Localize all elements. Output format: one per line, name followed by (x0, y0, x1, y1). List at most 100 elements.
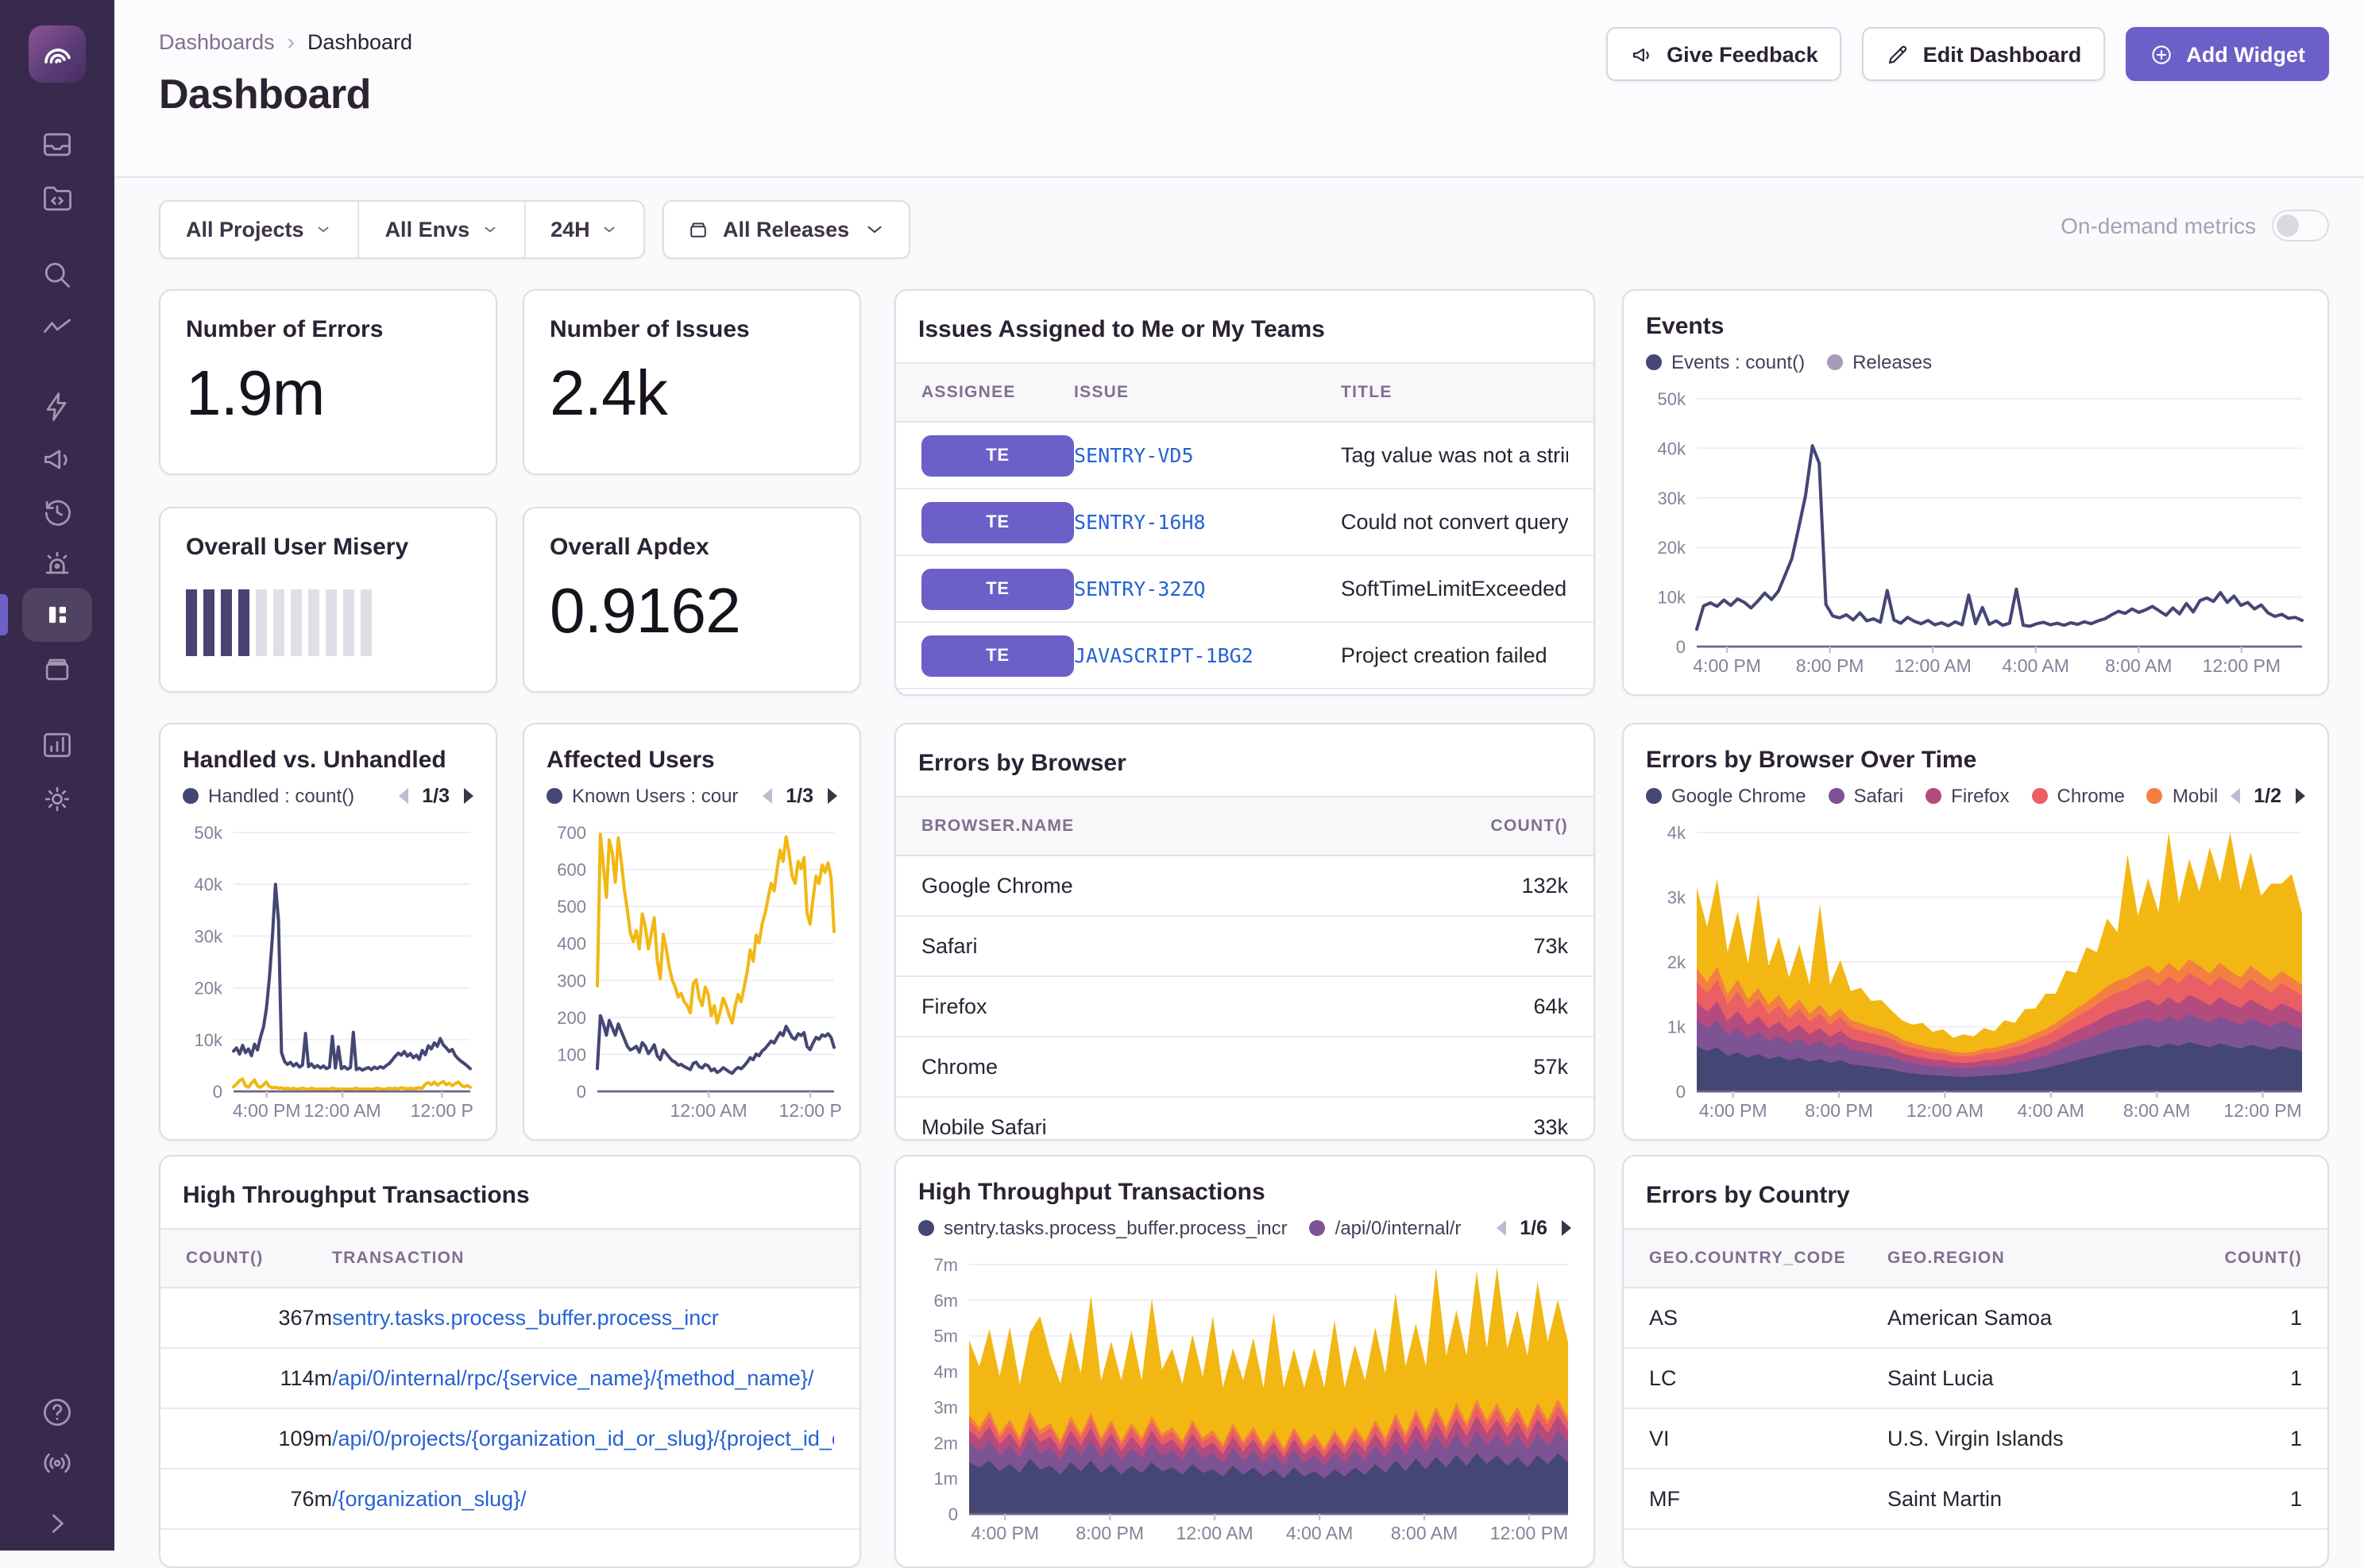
legend-item[interactable]: Safari (1828, 785, 1903, 807)
widget-number-of-errors: Number of Errors 1.9m (159, 289, 497, 475)
column-header[interactable]: TITLE (1341, 383, 1393, 402)
misery-bar (361, 589, 372, 656)
pager-next-icon[interactable] (461, 786, 477, 805)
table-cell-link[interactable]: SENTRY-VD5 (1074, 443, 1194, 467)
svg-text:0: 0 (213, 1082, 222, 1102)
column-header[interactable]: GEO.REGION (1887, 1249, 2005, 1268)
breadcrumb-dashboards-link[interactable]: Dashboards (159, 29, 275, 53)
releases-icon[interactable] (40, 651, 75, 686)
environments-filter[interactable]: All Envs (357, 202, 524, 257)
chevron-down-icon (605, 226, 616, 233)
errors-by-country-table: GEO.COUNTRY_CODE GEO.REGION COUNT() AS Ameri… (1624, 1228, 2327, 1530)
stats-icon[interactable] (40, 728, 75, 763)
table-row: VI U.S. Virgin Islands 1 (1624, 1409, 2327, 1470)
svg-text:20k: 20k (195, 979, 223, 998)
table-cell-link[interactable]: /{organization_slug}/ (332, 1487, 527, 1511)
assignee-badge[interactable]: TE (977, 635, 1018, 676)
table-cell: Chrome (921, 1055, 999, 1079)
table-cell: Project creation failed (1341, 643, 1547, 667)
projects-icon[interactable] (40, 181, 75, 216)
replays-icon[interactable] (40, 494, 75, 529)
column-header[interactable]: COUNT() (1490, 817, 1568, 836)
pager-prev-icon[interactable] (2227, 786, 2242, 805)
column-header[interactable]: GEO.COUNTRY_CODE (1649, 1249, 1847, 1268)
column-header[interactable]: BROWSER.NAME (921, 817, 1075, 836)
table-row: TE JAVASCRIPT-1BG2 Project creation failed (896, 623, 1593, 689)
svg-text:4m: 4m (933, 1362, 958, 1382)
table-cell-link[interactable]: /api/0/internal/rpc/{service_name}/{meth… (332, 1366, 814, 1390)
issues-icon[interactable] (40, 127, 75, 162)
svg-text:1m: 1m (933, 1469, 958, 1489)
table-cell: VI (1649, 1427, 1670, 1450)
table-cell-link[interactable]: sentry.tasks.process_buffer.process_incr (332, 1306, 719, 1330)
legend-item[interactable]: Events : count() (1646, 351, 1805, 373)
expand-sidebar-icon[interactable] (40, 1506, 75, 1541)
errors-by-browser-over-time-chart: 0 1k 2k 3k 4k 4:00 PM 8:00 PM 12:00 AM 4:00 AM 8:… (1643, 823, 2312, 1123)
chart-canvas: 0 1k 2k 3k 4k 4:00 PM 8:00 PM 12:00 AM 4:00 AM 8:… (1667, 823, 2302, 1121)
legend-item[interactable]: Chrome (2031, 785, 2125, 807)
table-cell-link[interactable]: JAVASCRIPT-1BG2 (1074, 643, 1253, 667)
releases-filter[interactable]: All Releases (662, 200, 910, 259)
legend-label: sentry.tasks.process_buffer.process_incr (944, 1217, 1288, 1239)
alerts-icon[interactable] (40, 546, 75, 581)
give-feedback-button[interactable]: Give Feedback (1606, 27, 1842, 81)
table-row: MF Saint Martin 1 (1624, 1470, 2327, 1530)
column-header[interactable]: COUNT() (2224, 1249, 2302, 1268)
table-cell-link[interactable]: SENTRY-32ZQ (1074, 577, 1206, 601)
widget-title: Errors by Country (1646, 1182, 1850, 1209)
legend-item[interactable]: Releases (1827, 351, 1932, 373)
svg-text:40k: 40k (195, 875, 223, 894)
settings-icon[interactable] (40, 782, 75, 817)
legend-pager: 1/3 (749, 782, 840, 810)
table-cell-link[interactable]: SENTRY-16H8 (1074, 510, 1206, 534)
svg-text:30k: 30k (195, 926, 223, 946)
widget-events-chart: Events Events : count() Releases 0 10k 20k 3… (1622, 289, 2329, 696)
assignee-badge[interactable]: TE (977, 434, 1018, 476)
pager-next-icon[interactable] (2293, 786, 2308, 805)
svg-text:600: 600 (557, 860, 586, 880)
edit-dashboard-button[interactable]: Edit Dashboard (1862, 27, 2106, 81)
projects-filter[interactable]: All Projects (160, 202, 358, 257)
issues-assigned-table: ASSIGNEE ISSUE TITLE TE SENTRY-VD5 Tag value … (896, 362, 1593, 689)
column-header[interactable]: ASSIGNEE (921, 383, 1016, 402)
search-icon[interactable] (40, 257, 75, 292)
legend-item[interactable]: Known Users : cour (547, 785, 738, 807)
table-cell: 109m (278, 1427, 332, 1450)
table-row: Safari 73k (896, 917, 1593, 977)
widget-title: High Throughput Transactions (183, 1182, 530, 1209)
on-demand-metrics-toggle[interactable] (2272, 210, 2329, 241)
help-icon[interactable] (40, 1395, 75, 1430)
boost-icon[interactable] (40, 389, 75, 424)
whats-new-icon[interactable] (40, 1446, 75, 1481)
sentry-logo[interactable] (29, 25, 86, 83)
legend-item[interactable]: /api/0/internal/r (1309, 1217, 1461, 1239)
legend-item[interactable]: Google Chrome (1646, 785, 1806, 807)
column-header[interactable]: ISSUE (1074, 383, 1130, 402)
pager-prev-icon[interactable] (759, 786, 774, 805)
pager-next-icon[interactable] (1559, 1218, 1574, 1238)
add-widget-button[interactable]: Add Widget (2126, 27, 2329, 81)
user-misery-score-bar (186, 589, 496, 656)
column-header[interactable]: COUNT() (186, 1249, 264, 1268)
legend-item[interactable]: sentry.tasks.process_buffer.process_incr (918, 1217, 1288, 1239)
sidebar-active-indicator (0, 594, 8, 635)
events-chart: 0 10k 20k 30k 40k 50k 4:00 PM 8:00 PM 12:00 AM 4:… (1643, 389, 2312, 678)
traces-icon[interactable] (40, 311, 75, 346)
column-header[interactable]: TRANSACTION (332, 1249, 465, 1268)
legend-item[interactable]: Firefox (1926, 785, 2010, 807)
time-range-filter[interactable]: 24H (523, 202, 644, 257)
svg-text:50k: 50k (195, 823, 223, 843)
legend-item[interactable]: Handled : count() (183, 785, 354, 807)
pager-prev-icon[interactable] (395, 786, 411, 805)
table-cell-link[interactable]: /api/0/projects/{organization_id_or_slug… (332, 1427, 834, 1450)
assignee-badge[interactable]: TE (977, 568, 1018, 609)
svg-text:4:00 PM: 4:00 PM (1699, 1100, 1767, 1121)
table-cell: 76m (290, 1487, 332, 1511)
pager-prev-icon[interactable] (1493, 1218, 1508, 1238)
dashboards-icon[interactable] (40, 597, 75, 632)
feedback-icon[interactable] (40, 442, 75, 477)
pager-next-icon[interactable] (825, 786, 840, 805)
number-of-issues-value: 2.4k (550, 359, 668, 429)
table-row: AS American Samoa 1 (1624, 1288, 2327, 1349)
assignee-badge[interactable]: TE (977, 501, 1018, 543)
